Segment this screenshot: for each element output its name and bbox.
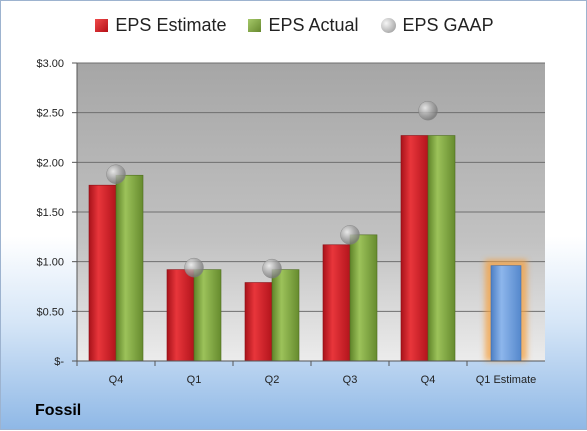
legend-swatch-gaap — [380, 18, 396, 33]
legend-swatch-estimate — [95, 19, 109, 32]
legend: EPS Estimate EPS Actual EPS GAAP — [1, 15, 587, 36]
bars — [88, 100, 527, 362]
x-tick-label: Q1 Estimate — [476, 374, 537, 386]
y-tick-label: $2.50 — [36, 108, 64, 120]
legend-label-estimate: EPS Estimate — [115, 15, 227, 35]
bar-eps-estimate — [244, 282, 273, 362]
y-tick-label: $0.50 — [36, 306, 64, 318]
x-tick-label: Q3 — [343, 374, 358, 386]
legend-item-eps-actual: EPS Actual — [248, 15, 359, 36]
legend-item-eps-estimate: EPS Estimate — [95, 15, 226, 36]
legend-label-actual: EPS Actual — [268, 15, 359, 35]
bar-eps-actual — [427, 135, 456, 362]
x-tick-label: Q4 — [421, 374, 436, 386]
point-eps-gaap — [418, 100, 438, 121]
bar-q1-estimate — [490, 265, 522, 362]
point-eps-gaap — [340, 225, 360, 245]
y-tick-label: $1.00 — [36, 257, 64, 269]
bar-eps-actual — [115, 174, 144, 362]
x-axis: Q4 Q1 Q2 Q3 Q4 Q1 Estimate — [76, 360, 545, 386]
y-axis: $- $0.50 $1.00 $1.50 $2.00 $2.50 $3.00 — [36, 58, 78, 368]
y-tick-label: $1.50 — [36, 207, 64, 219]
x-tick-label: Q2 — [265, 374, 280, 386]
bar-eps-actual — [349, 234, 378, 362]
y-tick-label: $2.00 — [36, 157, 64, 169]
legend-item-eps-gaap: EPS GAAP — [380, 15, 494, 36]
point-eps-gaap — [106, 164, 126, 185]
y-tick-label: $3.00 — [36, 58, 64, 70]
y-tick-label: $- — [54, 356, 64, 368]
bar-eps-actual — [271, 269, 300, 362]
bar-eps-estimate — [166, 269, 195, 362]
x-tick-label: Q4 — [109, 374, 124, 386]
bar-eps-estimate — [88, 184, 117, 362]
legend-swatch-actual — [248, 19, 262, 32]
point-eps-gaap — [184, 257, 204, 278]
legend-label-gaap: EPS GAAP — [402, 15, 494, 35]
bar-eps-estimate — [322, 244, 351, 362]
bar-eps-estimate — [400, 135, 429, 362]
company-name: Fossil — [35, 402, 82, 419]
x-tick-label: Q1 — [187, 374, 202, 386]
bar-eps-actual — [193, 269, 222, 362]
point-eps-gaap — [262, 258, 282, 279]
